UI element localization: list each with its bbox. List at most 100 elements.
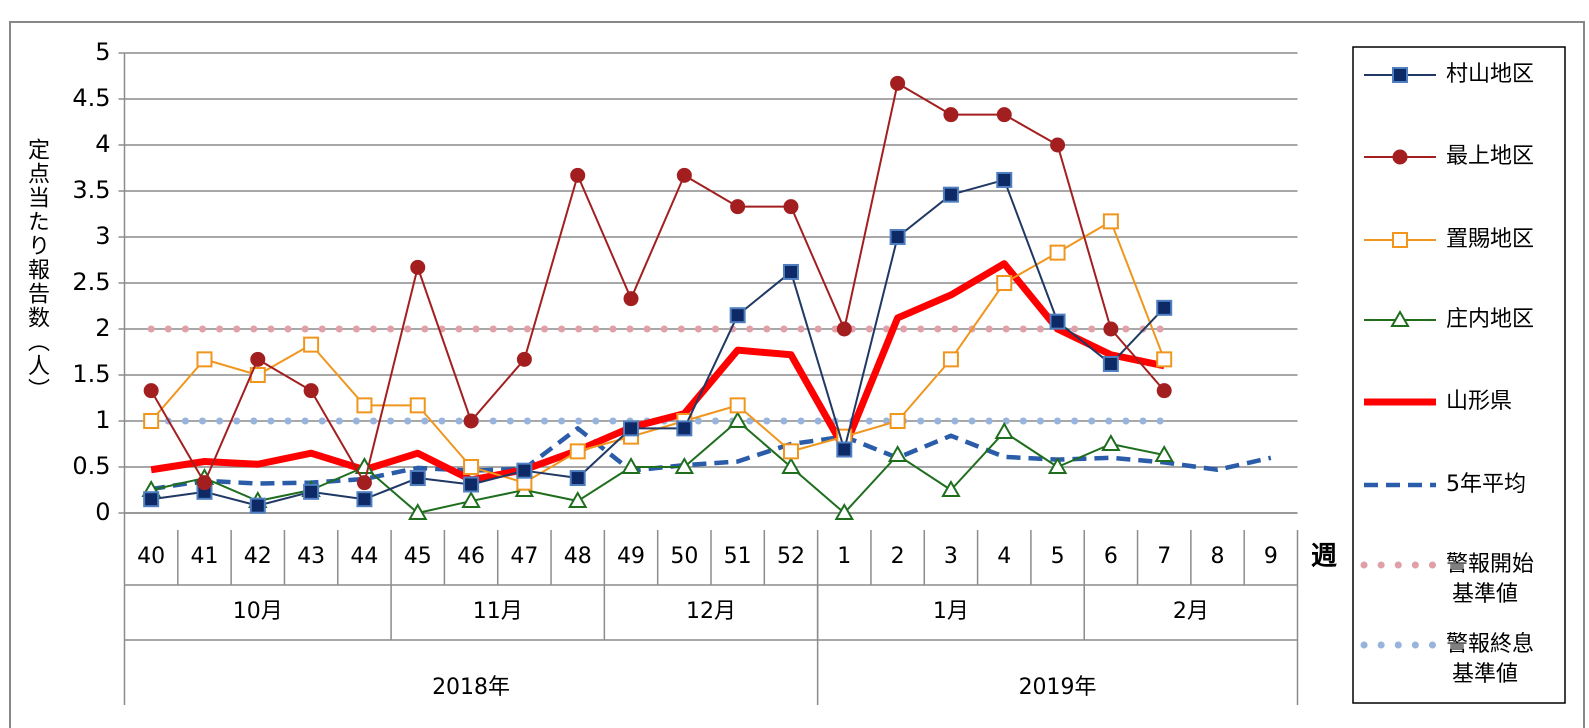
y-tick-label: 0 <box>95 498 110 526</box>
marker <box>196 475 212 491</box>
x-tick-label: 7 <box>1157 544 1171 569</box>
x-tick-label: 3 <box>944 544 958 569</box>
marker <box>783 199 799 215</box>
series-line <box>150 426 1272 492</box>
marker <box>143 413 160 429</box>
marker <box>356 475 372 491</box>
marker <box>1047 456 1068 474</box>
marker <box>250 351 266 367</box>
marker <box>834 502 855 520</box>
marker <box>994 422 1014 440</box>
legend-label: 警報終息基準値 <box>1446 632 1534 687</box>
x-tick-label: 2 <box>891 544 905 569</box>
series-line <box>151 178 1165 507</box>
marker <box>303 383 319 399</box>
x-tick-label: 51 <box>724 544 752 569</box>
marker <box>996 107 1012 123</box>
marker <box>303 336 320 353</box>
marker <box>463 413 479 429</box>
series-line <box>150 82 1165 484</box>
marker <box>569 470 586 487</box>
x-tick-label: 47 <box>510 544 538 569</box>
marker <box>676 167 692 183</box>
marker <box>621 456 641 474</box>
month-label: 10月 <box>233 599 283 624</box>
marker <box>408 502 428 520</box>
marker <box>570 167 586 183</box>
series <box>143 171 1173 514</box>
marker <box>1049 313 1066 330</box>
marker <box>623 420 640 437</box>
marker <box>1392 67 1408 83</box>
month-label: 11月 <box>473 599 523 624</box>
marker <box>836 321 852 337</box>
x-tick-label: 4 <box>997 544 1011 569</box>
marker <box>727 410 748 428</box>
x-tick-label: 52 <box>777 544 805 569</box>
marker <box>729 307 746 324</box>
x-tick-label: 43 <box>297 544 325 569</box>
y-tick-label: 2 <box>95 314 110 342</box>
marker <box>143 491 160 508</box>
marker <box>143 383 159 399</box>
marker <box>887 445 908 463</box>
x-tick-label: 45 <box>404 544 432 569</box>
marker <box>1156 351 1173 368</box>
legend-label-line: 警報開始 <box>1446 552 1534 577</box>
y-tick-label: 3 <box>95 222 110 250</box>
y-tick-label: 1.5 <box>72 360 110 388</box>
x-tick-label: 44 <box>350 544 378 569</box>
x-tick-label: 9 <box>1264 544 1278 569</box>
marker <box>249 497 266 514</box>
legend-label-line: 基準値 <box>1452 662 1518 687</box>
marker <box>836 441 853 458</box>
marker <box>409 397 426 414</box>
series-line <box>150 260 1165 484</box>
marker <box>461 491 481 509</box>
y-axis-label: 定点当たり報告数（人） <box>24 138 50 402</box>
x-tick-label: 49 <box>617 544 645 569</box>
marker <box>1392 232 1408 248</box>
legend-label-line: 警報終息 <box>1446 632 1534 657</box>
marker <box>1102 355 1119 372</box>
y-tick-label: 1 <box>95 406 110 434</box>
marker <box>1103 321 1119 337</box>
marker <box>782 263 799 280</box>
marker <box>1154 445 1174 463</box>
marker <box>567 491 588 509</box>
marker <box>410 259 426 275</box>
marker <box>890 75 906 91</box>
marker <box>463 459 480 475</box>
marker <box>1156 383 1172 399</box>
marker <box>623 291 639 307</box>
legend-label: 5年平均 <box>1446 472 1526 497</box>
legend-label-line: 基準値 <box>1452 582 1518 607</box>
month-label: 12月 <box>686 599 736 624</box>
marker <box>730 199 746 215</box>
y-tick-label: 5 <box>95 38 110 66</box>
legend-label: 最上地区 <box>1446 144 1534 169</box>
marker <box>1050 137 1066 153</box>
x-tick-label: 46 <box>457 544 485 569</box>
marker <box>942 186 959 203</box>
legend-label: 村山地区 <box>1446 62 1534 87</box>
marker <box>781 456 801 474</box>
marker <box>729 397 746 414</box>
x-tick-label: 8 <box>1211 544 1225 569</box>
marker <box>674 456 695 474</box>
marker <box>356 491 373 508</box>
marker <box>996 171 1013 188</box>
marker <box>943 107 959 123</box>
marker <box>516 351 532 367</box>
marker <box>409 470 426 487</box>
marker <box>889 413 906 429</box>
marker <box>782 443 799 460</box>
month-label: 1月 <box>933 599 969 624</box>
marker <box>569 443 586 460</box>
year-label: 2019年 <box>1019 675 1097 700</box>
x-tick-label: 40 <box>137 544 165 569</box>
y-tick-label: 4 <box>95 130 110 158</box>
month-label: 2月 <box>1173 599 1209 624</box>
legend-label: 山形県 <box>1446 389 1512 414</box>
marker <box>941 479 961 497</box>
